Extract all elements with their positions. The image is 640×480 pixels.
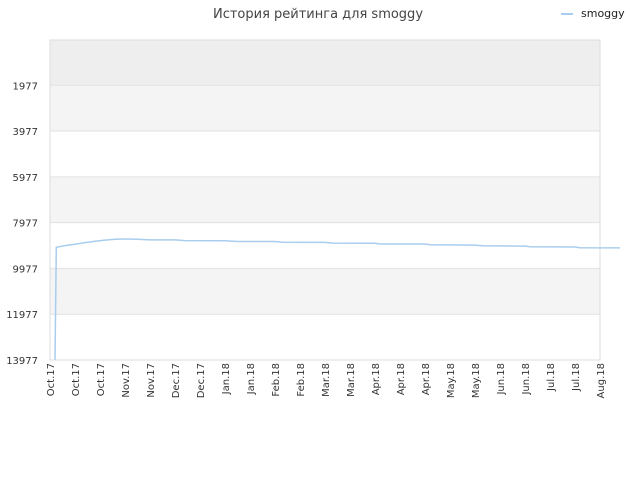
legend[interactable]: smoggy xyxy=(561,7,625,20)
x-tick-label: May.18 xyxy=(446,363,457,398)
x-tick-label: Mar.18 xyxy=(346,363,357,397)
x-tick-label: Jul.18 xyxy=(546,363,557,392)
plot-background-bands xyxy=(50,40,600,360)
x-tick-label: Oct.17 xyxy=(71,363,82,396)
plot-band xyxy=(50,176,600,223)
x-tick-label: Apr.18 xyxy=(396,363,407,395)
y-tick-label: 13977 xyxy=(6,356,38,367)
x-tick-label: Jul.18 xyxy=(571,363,582,392)
x-tick-label: Oct.17 xyxy=(96,363,107,396)
legend-label: smoggy xyxy=(581,7,625,20)
x-tick-label: Mar.18 xyxy=(321,363,332,397)
x-tick-label: Apr.18 xyxy=(421,363,432,395)
series-line-smoggy xyxy=(54,238,621,361)
y-tick-label: 5977 xyxy=(13,173,38,184)
x-tick-label: Jan.18 xyxy=(221,363,232,395)
chart-title: История рейтинга для smoggy xyxy=(213,7,423,22)
plot-band xyxy=(50,40,600,86)
y-tick-label: 9977 xyxy=(13,264,38,275)
plot-band xyxy=(50,131,600,177)
plot-frame xyxy=(49,39,601,361)
x-axis-ticks: Oct.17 Oct.17 Oct.17 Nov.17 Nov.17 Dec.17 Dec.… xyxy=(46,363,607,398)
plot-band xyxy=(50,268,600,315)
x-tick-label: Nov.17 xyxy=(121,363,132,398)
plot-band xyxy=(50,85,600,132)
x-tick-label: Dec.17 xyxy=(171,363,182,398)
series-layer xyxy=(54,238,621,361)
x-tick-label: Oct.17 xyxy=(46,363,57,396)
x-tick-label: Nov.17 xyxy=(146,363,157,398)
y-tick-label: 11977 xyxy=(6,310,38,321)
y-axis-ticks: 1977 3977 5977 7977 9977 11977 13977 xyxy=(6,81,38,367)
x-tick-label: Jan.18 xyxy=(246,363,257,395)
x-tick-label: Jun.18 xyxy=(521,363,532,396)
x-tick-label: Jun.18 xyxy=(496,363,507,396)
x-tick-label: Feb.18 xyxy=(271,363,282,397)
x-tick-label: Aug.18 xyxy=(596,363,607,398)
x-tick-label: Dec.17 xyxy=(196,363,207,398)
y-tick-label: 7977 xyxy=(13,219,38,230)
x-tick-label: May.18 xyxy=(471,363,482,398)
x-tick-label: Feb.18 xyxy=(296,363,307,397)
y-tick-label: 1977 xyxy=(13,81,38,92)
y-tick-label: 3977 xyxy=(13,127,38,138)
plot-band xyxy=(50,314,600,360)
x-tick-label: Apr.18 xyxy=(371,363,382,395)
